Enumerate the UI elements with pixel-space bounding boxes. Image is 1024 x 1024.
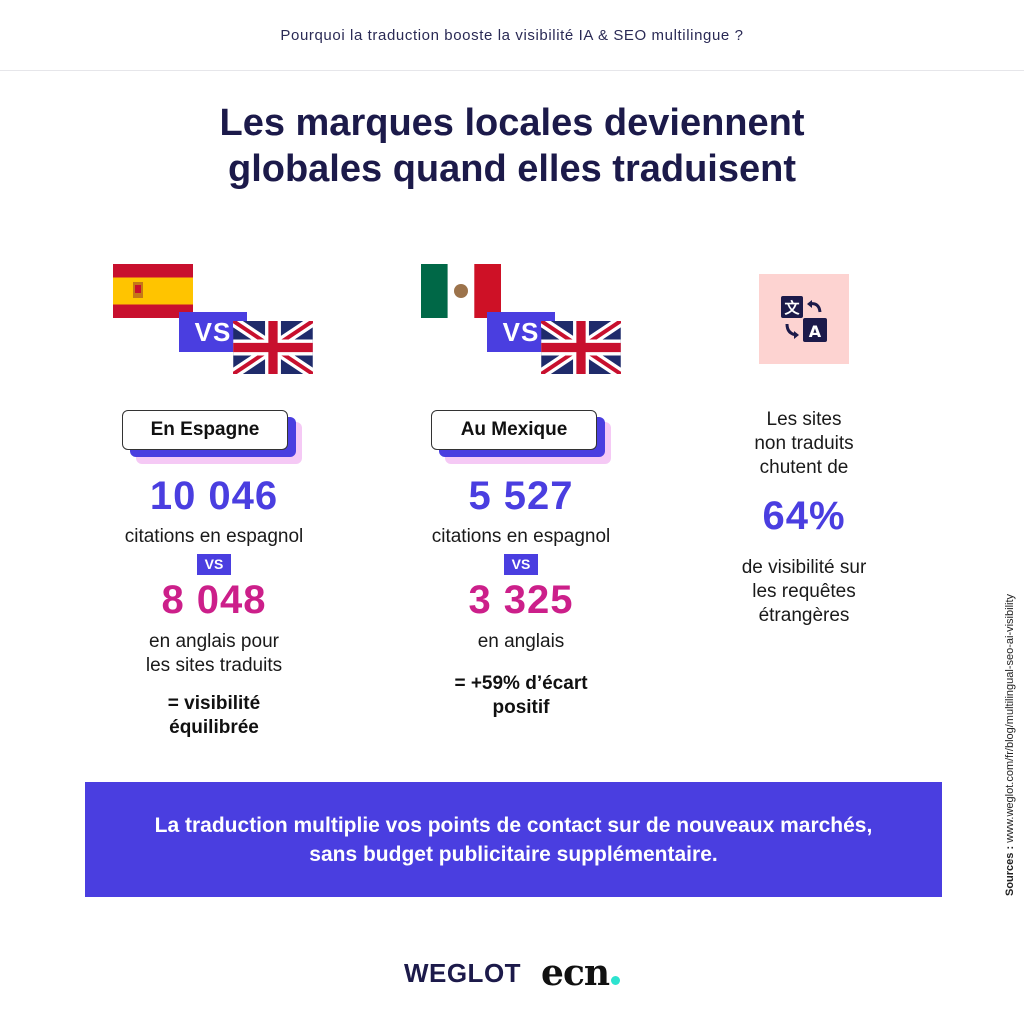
english-citations-value: 3 325 — [468, 578, 574, 622]
uk-flag-icon — [233, 321, 313, 374]
header-subtitle: Pourquoi la traduction booste la visibil… — [280, 26, 744, 44]
vs-small-badge: VS — [503, 554, 539, 575]
vs-small-badge: VS — [196, 554, 232, 575]
ecn-logo: ecn — [541, 952, 621, 994]
mexico-flag-icon — [421, 264, 501, 318]
english-citations-label: en anglais — [477, 631, 565, 652]
conclusion-line-2: positif — [492, 697, 550, 718]
spanish-citations-label: citations en espagnol — [431, 526, 611, 547]
spanish-citations-label: citations en espagnol — [124, 526, 304, 547]
translate-icon-tile: 文 A — [759, 274, 849, 364]
english-citations-label-1: en anglais pour — [149, 631, 279, 652]
top-header: Pourquoi la traduction booste la visibil… — [0, 0, 1024, 71]
english-citations-value: 8 048 — [161, 578, 267, 622]
weglot-logo: WEGLOT — [403, 957, 522, 988]
conclusion-line-1: = visibilité — [167, 693, 261, 714]
flags-mexico-vs-uk: VS — [421, 264, 631, 379]
spain-flag-icon — [113, 264, 193, 318]
visibility-drop-value: 64% — [762, 494, 846, 538]
flags-spain-vs-uk: VS — [113, 264, 323, 379]
country-label-spain: En Espagne — [122, 410, 302, 464]
stat-text-3: chutent de — [759, 457, 849, 478]
spanish-citations-value: 5 527 — [468, 474, 574, 518]
ecn-dot-icon — [611, 976, 621, 985]
stat-text-2: non traduits — [754, 433, 854, 454]
sources-label: Sources : — [1004, 845, 1016, 896]
english-citations-label-2: les sites traduits — [145, 655, 283, 676]
stat-text-5: les requêtes — [752, 581, 856, 602]
stat-text-6: étrangères — [758, 605, 850, 626]
banner-text: La traduction multiplie vos points de co… — [154, 813, 873, 866]
spanish-citations-value: 10 046 — [149, 474, 279, 518]
svg-text:文: 文 — [784, 299, 800, 317]
uk-flag-icon — [541, 321, 621, 374]
country-name: En Espagne — [122, 410, 288, 450]
sources-url: www.weglot.com/fr/blog/multilingual-seo-… — [1004, 593, 1016, 843]
stat-text-4: de visibilité sur — [741, 557, 867, 578]
conclusion-line-1: = +59% d’écart — [454, 673, 588, 694]
conclusion-line-2: équilibrée — [169, 717, 259, 738]
partner-logos: WEGLOT ecn — [0, 952, 1024, 994]
svg-text:A: A — [809, 322, 822, 341]
country-name: Au Mexique — [431, 410, 597, 450]
key-message-banner: La traduction multiplie vos points de co… — [85, 782, 942, 897]
country-label-mexico: Au Mexique — [431, 410, 611, 464]
sources-note: Sources : www.weglot.com/fr/blog/multili… — [1004, 594, 1016, 896]
title-line-2: globales quand elles traduisent — [227, 148, 796, 190]
page-title: Les marques locales deviennent globales … — [0, 100, 1024, 192]
stat-text-1: Les sites — [766, 409, 842, 430]
title-line-1: Les marques locales deviennent — [219, 102, 805, 144]
translate-icon: 文 A — [781, 296, 827, 342]
